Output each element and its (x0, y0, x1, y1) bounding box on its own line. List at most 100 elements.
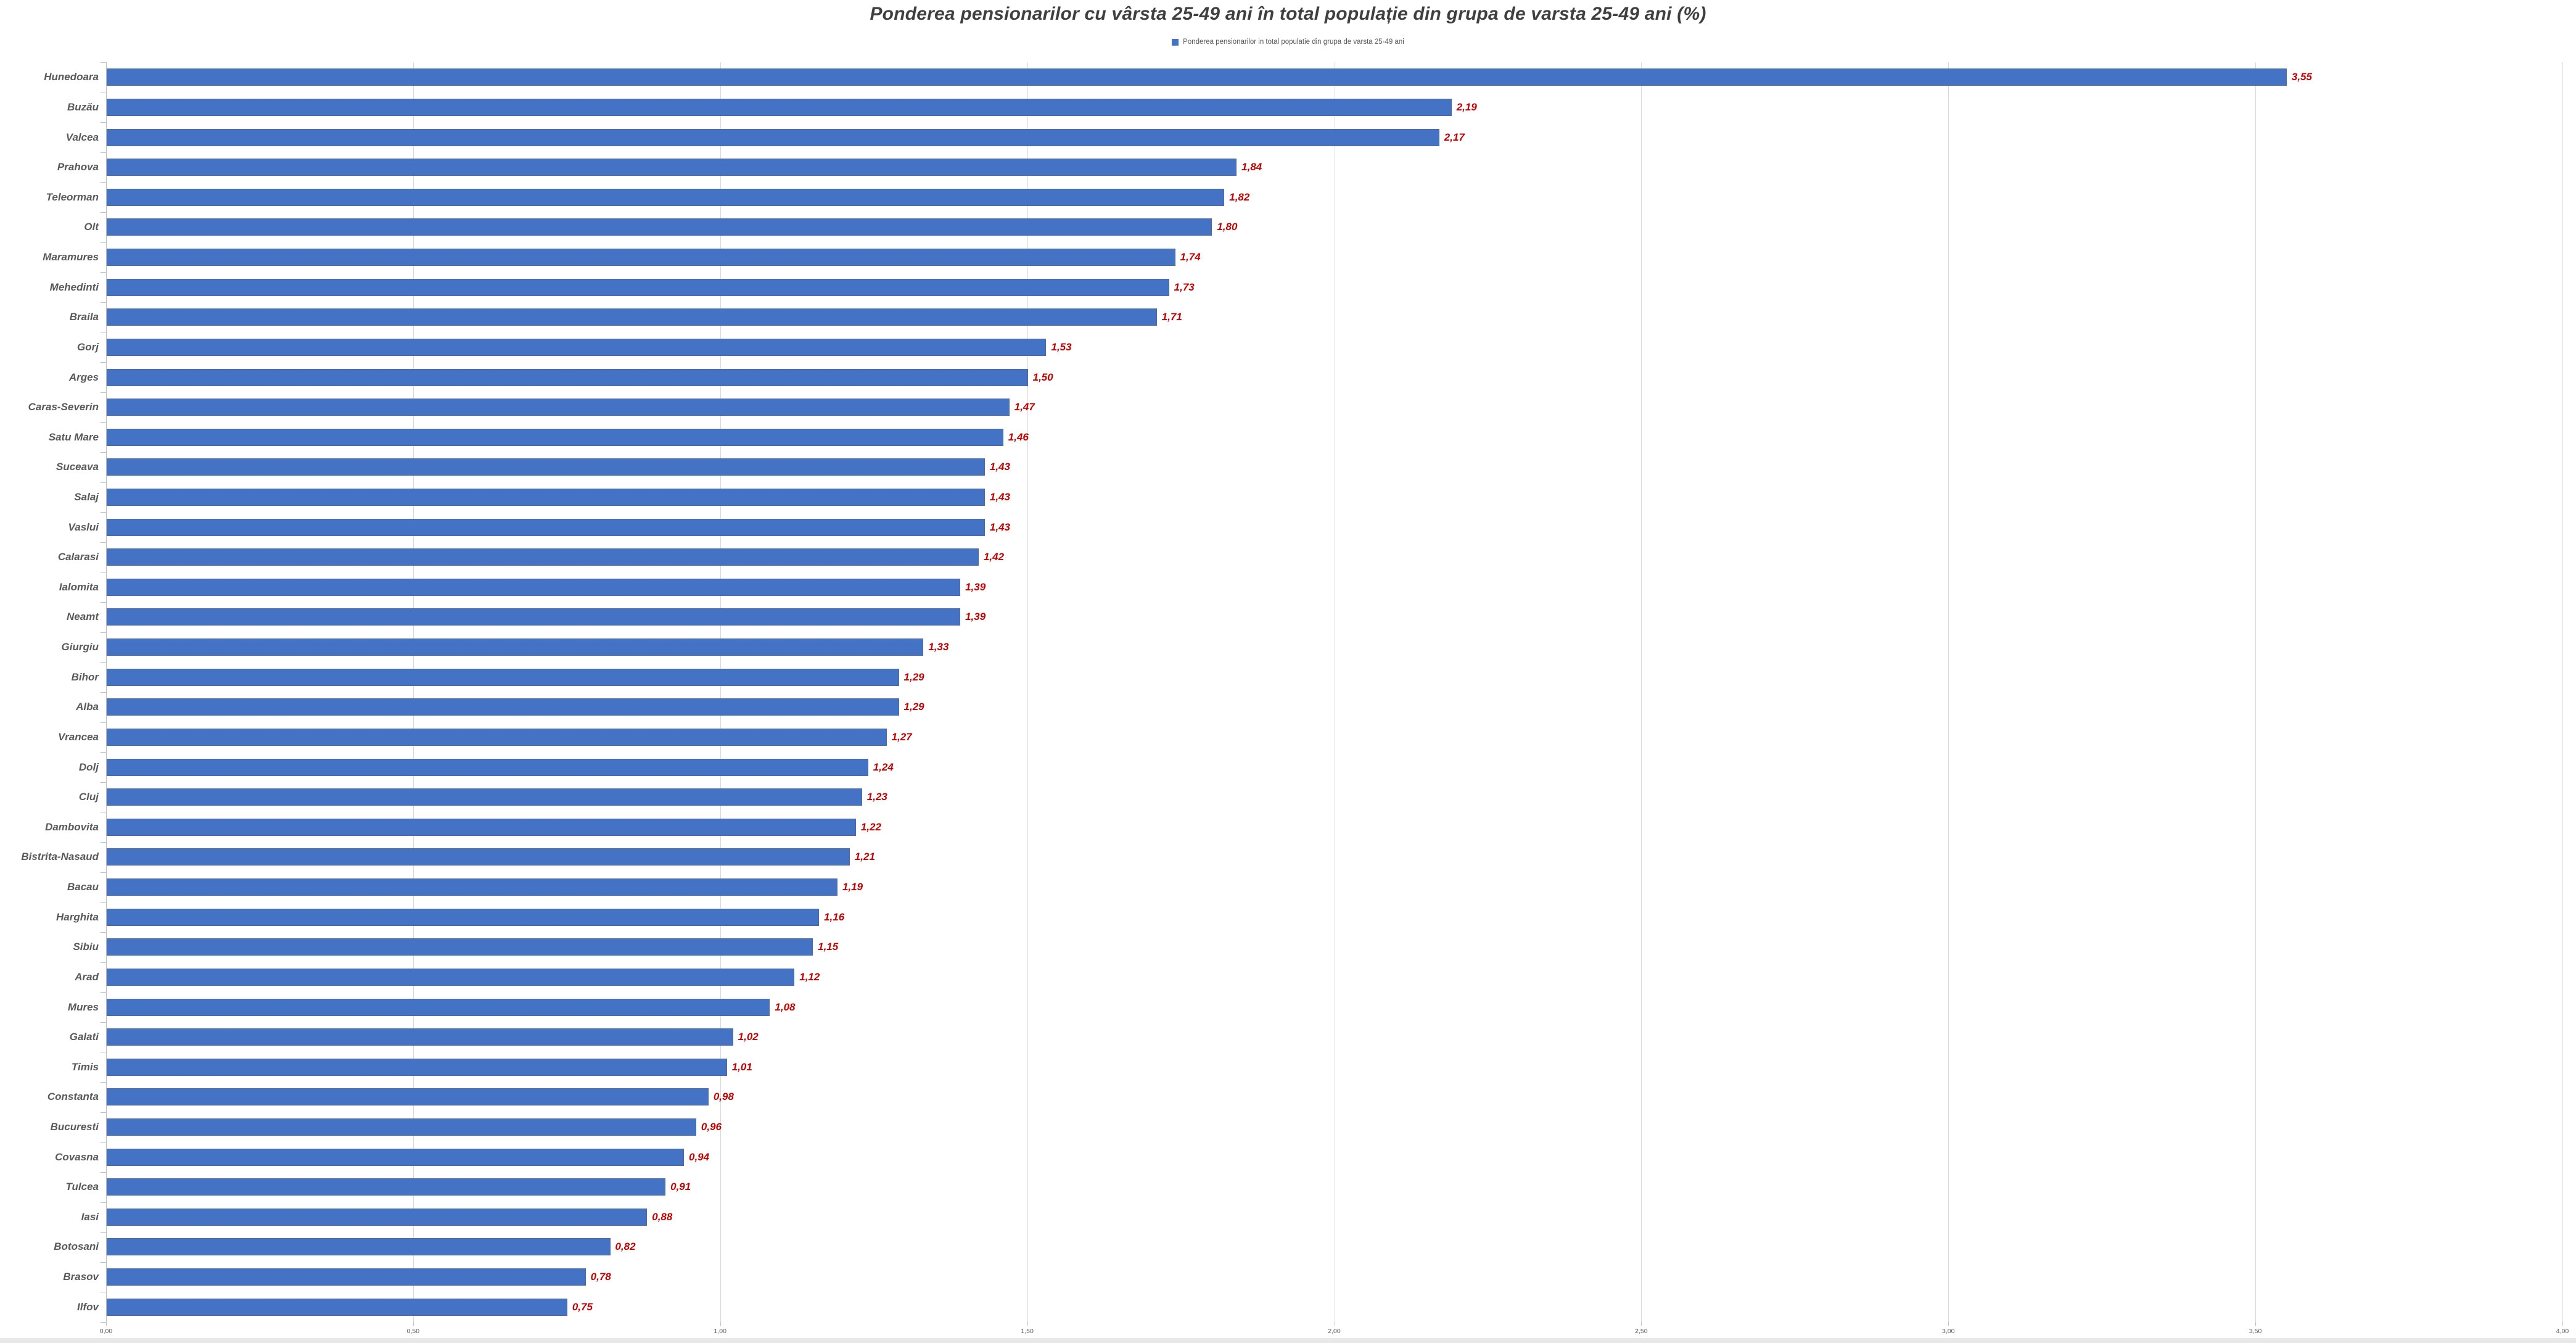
bar (107, 278, 1169, 296)
bar (107, 68, 2287, 86)
x-tick-label: 3,00 (1942, 1328, 1955, 1335)
x-tick-label: 3,50 (2249, 1328, 2262, 1335)
bar (107, 818, 856, 836)
value-label: 1,24 (873, 761, 894, 773)
bar (107, 578, 961, 596)
bar (107, 159, 1237, 176)
y-axis-tick (101, 662, 106, 663)
value-label: 1,82 (1229, 191, 1250, 203)
value-label: 0,88 (652, 1210, 673, 1223)
value-label: 1,50 (1032, 371, 1053, 383)
bar (107, 98, 1452, 116)
category-label: Dambovita (45, 820, 99, 833)
category-label: Buzău (67, 101, 99, 113)
bar (107, 249, 1175, 267)
y-axis-tick (101, 992, 106, 993)
y-axis-tick (101, 1202, 106, 1203)
category-label: Mures (67, 1001, 99, 1013)
bar (107, 338, 1047, 356)
y-axis-tick (101, 122, 106, 123)
gridline (1641, 62, 1642, 1322)
value-label: 0,82 (615, 1241, 636, 1253)
x-tick-label: 4,00 (2556, 1328, 2569, 1335)
bar (107, 399, 1010, 416)
y-axis-tick (101, 842, 106, 843)
y-axis-tick (101, 962, 106, 963)
y-axis-tick (101, 602, 106, 603)
bar (107, 518, 985, 536)
x-axis-tick (1641, 1322, 1642, 1326)
value-label: 1,43 (989, 490, 1011, 503)
value-label: 1,12 (799, 970, 820, 983)
y-axis-tick (101, 452, 106, 453)
bar (107, 968, 795, 986)
y-axis-tick (101, 362, 106, 363)
bar (107, 878, 837, 896)
chart-legend: Ponderea pensionarilor in total populati… (0, 38, 2576, 46)
y-axis-tick (101, 752, 106, 753)
value-label: 1,43 (989, 521, 1011, 533)
bar (107, 638, 924, 656)
bar (107, 1058, 727, 1076)
bar (107, 1118, 696, 1136)
value-label: 0,94 (689, 1151, 710, 1163)
y-axis-tick (101, 1322, 106, 1323)
gridline (2562, 62, 2563, 1322)
value-label: 1,73 (1174, 281, 1195, 293)
legend-label: Ponderea pensionarilor in total populati… (1183, 38, 1404, 46)
value-label: 1,23 (866, 791, 887, 803)
category-label: Vrancea (58, 730, 99, 743)
y-axis-tick (101, 482, 106, 483)
y-axis-tick (101, 782, 106, 783)
value-label: 1,39 (965, 581, 986, 593)
value-label: 1,21 (854, 851, 875, 863)
bar (107, 128, 1439, 146)
category-label: Maramures (43, 251, 99, 263)
bar (107, 758, 868, 776)
value-label: 1,33 (928, 641, 949, 653)
category-label: Botosani (54, 1241, 99, 1253)
category-label: Alba (76, 701, 99, 713)
bar (107, 548, 979, 566)
bar (107, 728, 887, 746)
category-label: Ialomita (59, 581, 99, 593)
category-label: Timis (71, 1060, 99, 1073)
value-label: 1,53 (1051, 341, 1072, 353)
bar (107, 788, 862, 806)
y-axis-tick (101, 152, 106, 153)
gridline (720, 62, 721, 1322)
y-axis-tick (101, 1082, 106, 1083)
y-axis-tick (101, 62, 106, 63)
value-label: 1,84 (1241, 161, 1262, 173)
category-label: Tulcea (65, 1181, 99, 1193)
category-label: Satu Mare (48, 431, 99, 443)
y-axis-tick (101, 542, 106, 543)
bar (107, 848, 850, 866)
category-label: Salaj (74, 490, 99, 503)
gridline (413, 62, 414, 1322)
value-label: 1,39 (965, 611, 986, 623)
y-axis-tick (101, 902, 106, 903)
x-tick-label: 2,50 (1635, 1328, 1648, 1335)
value-label: 0,91 (670, 1181, 691, 1193)
bar (107, 458, 985, 476)
y-axis-tick (101, 692, 106, 693)
bar (107, 698, 899, 716)
chart-title: Ponderea pensionarilor cu vârsta 25-49 a… (870, 4, 1706, 24)
y-axis-tick (101, 1112, 106, 1113)
y-axis-tick (101, 572, 106, 573)
y-axis-tick (101, 182, 106, 183)
category-label: Caras-Severin (28, 401, 99, 413)
value-label: 1,47 (1014, 401, 1035, 413)
y-axis-tick (101, 872, 106, 873)
category-label: Calarasi (57, 551, 99, 563)
value-label: 0,75 (572, 1300, 593, 1313)
bottom-strip (0, 1338, 2576, 1343)
category-label: Hunedoara (44, 71, 99, 83)
category-label: Arad (75, 970, 99, 983)
category-label: Arges (68, 371, 99, 383)
category-label: Galati (69, 1031, 99, 1043)
x-tick-label: 0,50 (406, 1328, 420, 1335)
value-label: 1,16 (824, 911, 845, 923)
value-label: 3,55 (2291, 71, 2312, 83)
